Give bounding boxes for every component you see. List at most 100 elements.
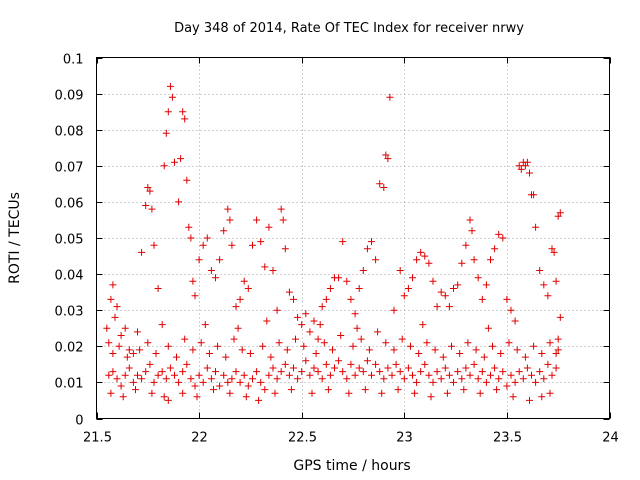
data-point (249, 375, 256, 383)
data-point (556, 209, 564, 217)
data-point (409, 371, 416, 379)
data-point (363, 357, 371, 365)
data-point (183, 360, 191, 368)
data-point (166, 364, 174, 372)
data-point (210, 386, 217, 394)
data-point (404, 285, 412, 292)
data-point (236, 295, 244, 303)
data-point (550, 248, 558, 256)
data-point (255, 396, 263, 404)
data-point (121, 324, 129, 332)
data-point (445, 303, 453, 311)
data-point (279, 216, 287, 224)
data-point (162, 375, 170, 383)
data-point (117, 332, 125, 339)
data-point (493, 386, 501, 394)
data-point (407, 342, 414, 350)
data-point (320, 339, 328, 347)
data-point (285, 371, 293, 379)
data-point (281, 360, 289, 368)
data-point (183, 176, 191, 184)
data-point (548, 245, 556, 253)
data-point (355, 285, 363, 292)
data-point (277, 205, 285, 213)
data-point (376, 368, 384, 376)
data-point (507, 371, 515, 379)
data-point (306, 371, 314, 379)
data-point (499, 368, 507, 376)
data-point (257, 378, 265, 386)
data-point (335, 274, 343, 282)
data-point (197, 339, 205, 347)
data-point (347, 295, 355, 303)
data-point (462, 364, 470, 372)
data-point (162, 129, 170, 137)
data-point (216, 256, 224, 264)
data-point (107, 295, 115, 303)
data-point (554, 335, 562, 343)
data-point (425, 371, 433, 379)
data-point (491, 245, 499, 253)
data-point (517, 165, 525, 173)
data-point (458, 375, 466, 383)
data-point (339, 368, 347, 376)
data-point (484, 324, 492, 332)
data-point (107, 389, 115, 397)
x-tick-label: 21.5 (83, 431, 112, 446)
data-point (189, 277, 197, 285)
data-point (487, 256, 494, 264)
data-points (103, 82, 564, 404)
data-point (425, 259, 433, 267)
data-point (142, 368, 150, 376)
data-point (495, 375, 503, 383)
data-point (443, 389, 451, 397)
data-point (548, 371, 556, 379)
y-tick-label: 0.08 (55, 125, 84, 140)
data-point (324, 386, 332, 394)
data-point (121, 371, 129, 379)
data-point (232, 303, 240, 311)
y-tick-label: 0.06 (55, 197, 84, 212)
data-point (177, 155, 185, 163)
data-point (503, 295, 511, 303)
data-point (462, 241, 470, 249)
data-point (179, 368, 187, 376)
data-point (554, 346, 562, 354)
data-point (129, 350, 137, 357)
data-point (113, 375, 121, 383)
y-tick-label: 0.03 (55, 305, 84, 320)
data-point (331, 364, 338, 372)
data-point (515, 368, 523, 376)
data-point (380, 184, 388, 191)
data-point (351, 310, 359, 318)
data-point (136, 346, 144, 354)
data-point (390, 306, 398, 314)
data-point (259, 342, 267, 350)
data-point (168, 93, 176, 101)
data-point (322, 360, 330, 368)
data-point (205, 350, 213, 357)
data-point (441, 292, 449, 300)
data-point (123, 353, 131, 361)
data-point (335, 357, 343, 365)
data-point (224, 378, 232, 386)
data-point (212, 368, 219, 376)
data-point (261, 263, 269, 271)
data-point (497, 350, 505, 357)
data-point (552, 277, 560, 285)
data-point (230, 335, 238, 343)
data-point (109, 281, 117, 289)
data-point (109, 350, 117, 357)
data-point (546, 389, 554, 397)
data-point (226, 216, 234, 224)
data-point (355, 364, 363, 372)
data-point (417, 248, 425, 256)
data-point (314, 335, 322, 343)
data-point (263, 317, 271, 325)
data-point (482, 378, 490, 386)
data-point (132, 386, 139, 394)
data-point (318, 303, 326, 311)
data-point (400, 375, 408, 383)
data-point (253, 368, 261, 376)
data-point (464, 339, 472, 347)
